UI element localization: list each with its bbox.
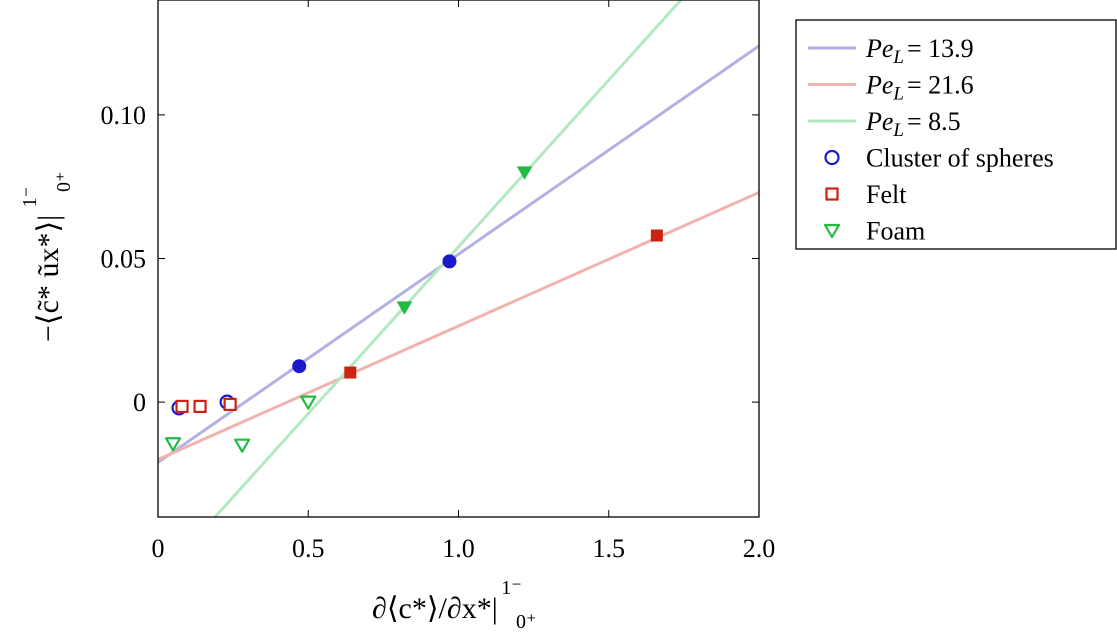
x-tick-label: 0.5 xyxy=(292,534,325,563)
point-triangle-down-2-3 xyxy=(396,301,412,315)
legend-pe-subscript: L xyxy=(892,120,904,141)
fit-line-1 xyxy=(158,191,759,461)
point-square-1-3 xyxy=(344,366,357,379)
point-circle-0-3 xyxy=(442,254,457,269)
point-square-1-2 xyxy=(223,397,237,412)
legend-pe-symbol: Pe xyxy=(865,71,893,100)
point-triangle-down-2-0 xyxy=(164,437,182,452)
legend-pe-subscript: L xyxy=(892,47,904,68)
legend-marker-triangle-down xyxy=(823,223,841,239)
x-axis-title-sub: 0⁺ xyxy=(516,611,537,633)
data-markers xyxy=(164,166,663,453)
y-tick-label: 0.05 xyxy=(101,245,147,274)
fit-line-0 xyxy=(158,44,759,464)
legend-box xyxy=(795,19,1117,250)
legend-series-label-0: Cluster of spheres xyxy=(866,144,1054,173)
point-square-1-4 xyxy=(650,229,663,242)
legend-marker-square xyxy=(825,187,839,201)
legend-series-label-1: Felt xyxy=(866,180,907,209)
x-axis-title-sup: 1⁻ xyxy=(501,577,522,599)
x-tick-label: 0 xyxy=(152,534,165,563)
legend-series-label-2: Foam xyxy=(866,217,925,246)
point-square-1-0 xyxy=(175,399,189,414)
point-triangle-down-2-2 xyxy=(300,395,317,410)
legend-pe-subscript: L xyxy=(892,84,904,105)
x-tick-label: 2.0 xyxy=(743,534,776,563)
y-axis-title-sub: 0⁺ xyxy=(53,171,75,192)
y-axis-title-sup: 1⁻ xyxy=(19,187,41,208)
y-axis-title: −⟨c̃* ũx*⟩| 1⁻ 0⁺ xyxy=(10,171,75,342)
legend-marker-circle xyxy=(824,149,840,166)
legend-line-label-2: PeL = 8.5 xyxy=(865,107,961,141)
y-tick-label: 0 xyxy=(133,388,146,417)
legend-pe-value: = 8.5 xyxy=(907,107,961,136)
point-square-1-1 xyxy=(193,399,207,414)
legend-pe-symbol: Pe xyxy=(865,107,893,136)
y-tick-label: 0.10 xyxy=(101,101,147,130)
x-axis-title-main: ∂⟨c*⟩/∂x*| xyxy=(372,592,498,625)
legend-line-label-1: PeL = 21.6 xyxy=(865,71,974,105)
point-triangle-down-2-1 xyxy=(234,438,251,453)
legend-pe-symbol: Pe xyxy=(865,34,893,63)
x-tick-label: 1.5 xyxy=(593,534,626,563)
y-axis-title-main: −⟨c̃* ũx*⟩| xyxy=(32,215,65,342)
x-tick-label: 1.0 xyxy=(442,534,475,563)
point-circle-0-2 xyxy=(292,359,307,374)
x-axis-ticks: 0 0.5 1.0 1.5 2.0 xyxy=(152,0,776,563)
y-axis-ticks: 0 0.05 0.10 xyxy=(101,101,759,417)
x-axis-title: ∂⟨c*⟩/∂x*| 1⁻ 0⁺ xyxy=(372,568,537,633)
legend-pe-value: = 21.6 xyxy=(907,71,974,100)
point-triangle-down-2-4 xyxy=(517,166,533,180)
legend-line-label-0: PeL = 13.9 xyxy=(865,34,974,68)
legend-pe-value: = 13.9 xyxy=(907,34,974,63)
